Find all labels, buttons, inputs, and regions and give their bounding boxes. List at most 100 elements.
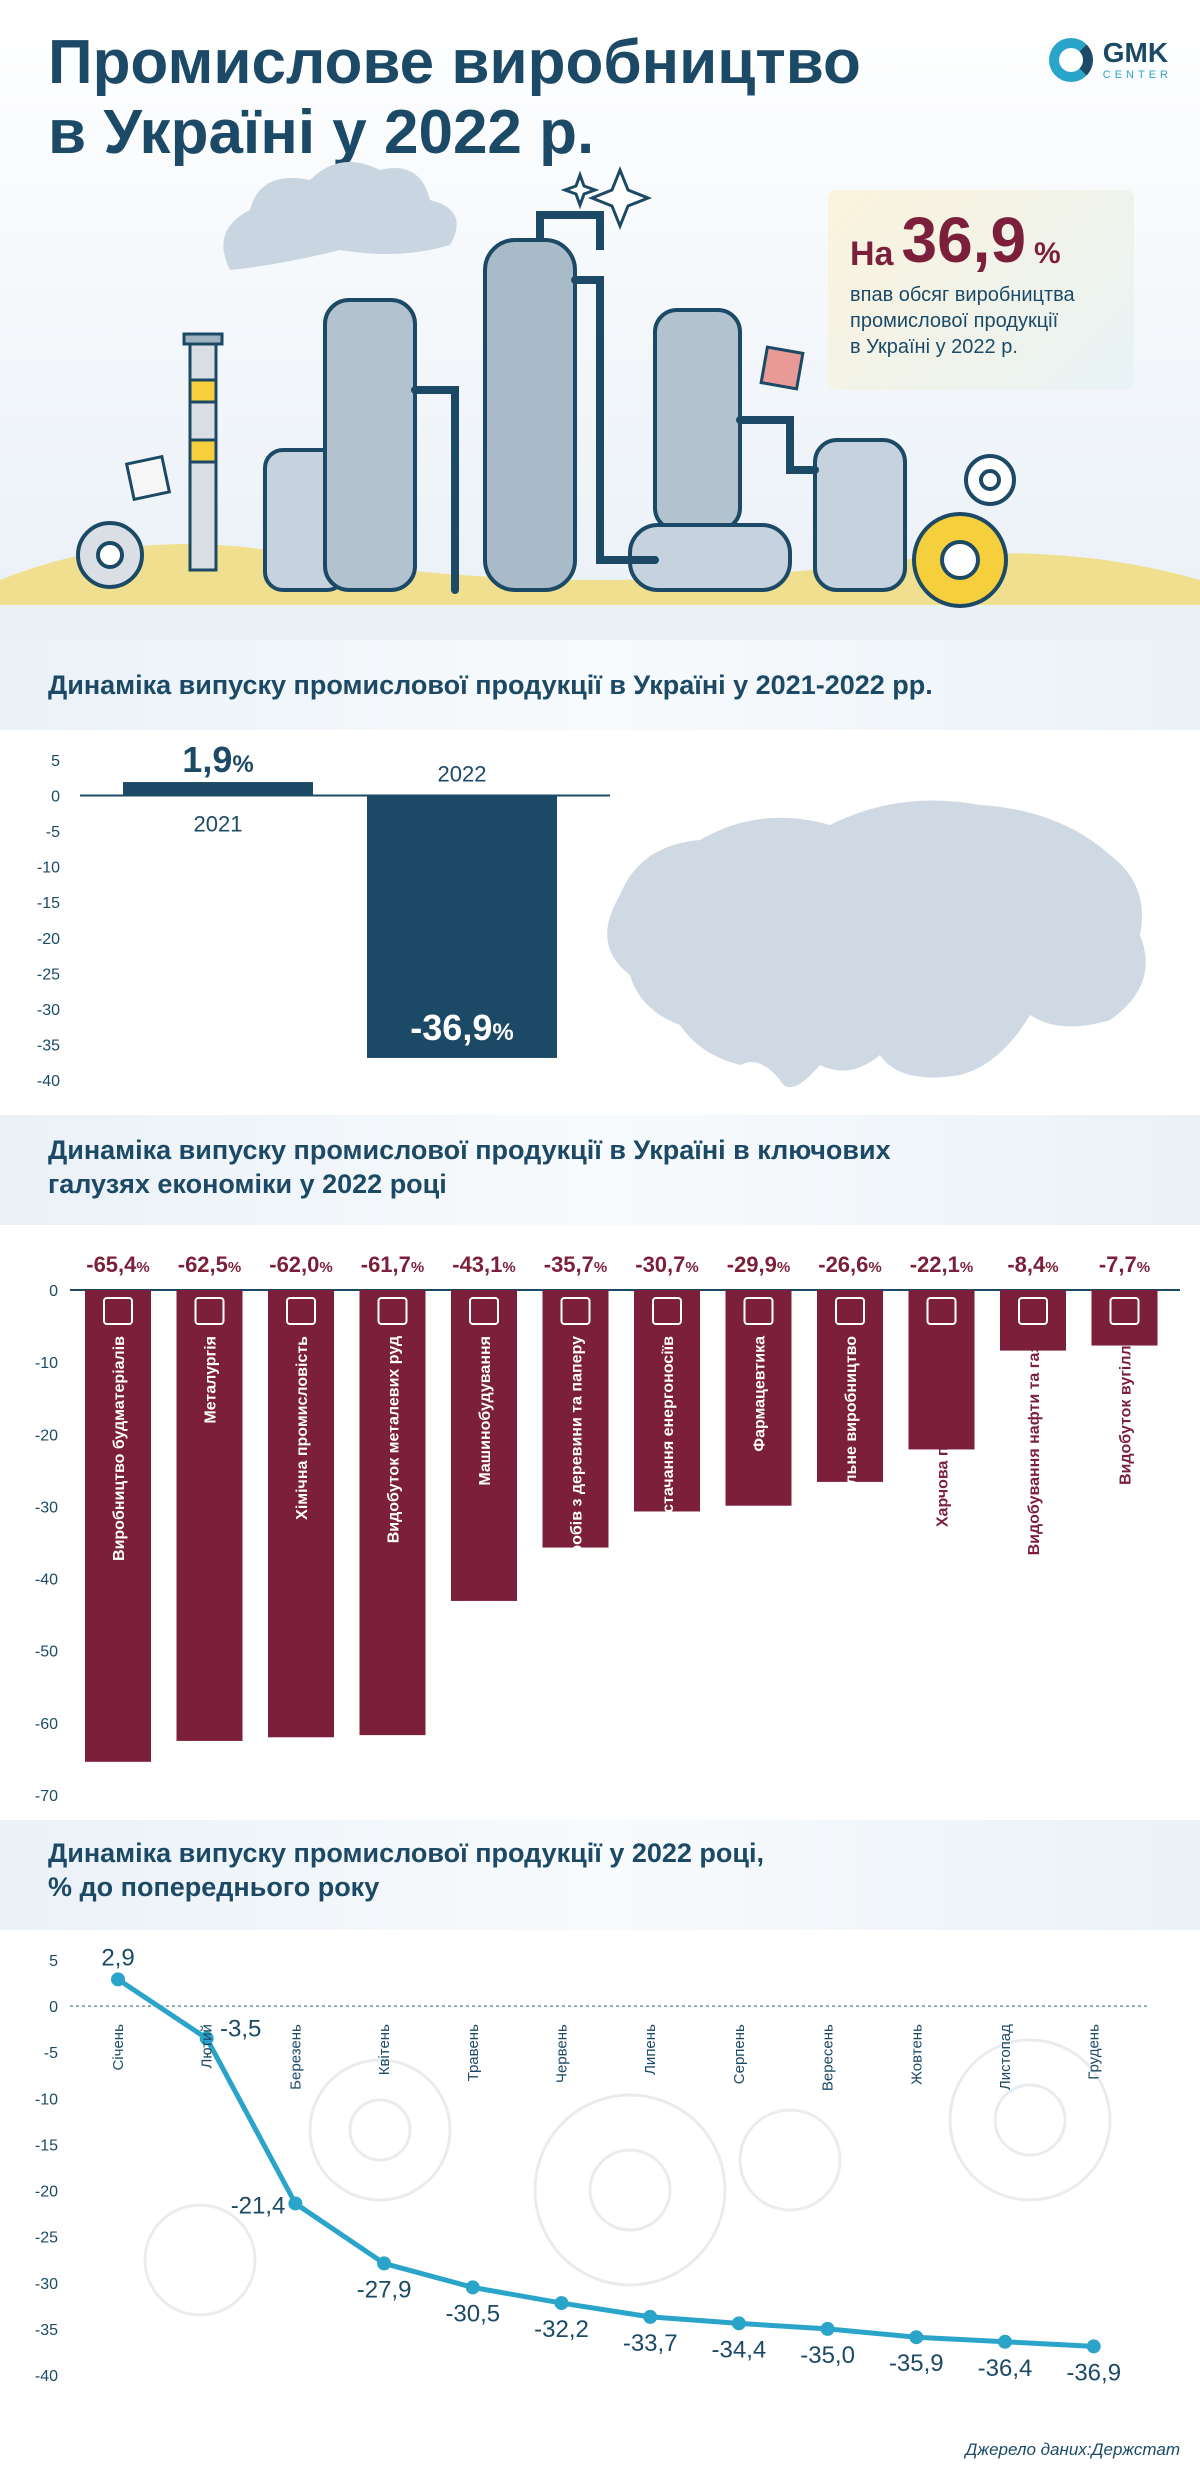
chimney-icon bbox=[182, 332, 224, 572]
data-label: -34,4 bbox=[712, 2336, 767, 2363]
sector-bar bbox=[359, 1290, 426, 1736]
y-tick-label: -35 bbox=[37, 1037, 60, 1054]
data-label: -36,4 bbox=[978, 2355, 1033, 2382]
x-tick-label: Липень bbox=[642, 2024, 659, 2075]
logo-text: GMK bbox=[1102, 37, 1169, 68]
category-label: 2022 bbox=[438, 762, 487, 787]
y-tick-label: -50 bbox=[35, 1644, 58, 1661]
tank-icon bbox=[263, 238, 907, 592]
y-tick-label: -30 bbox=[35, 1499, 58, 1516]
data-label: -35,0 bbox=[800, 2342, 855, 2369]
data-point bbox=[111, 1972, 125, 1987]
data-point bbox=[909, 2330, 924, 2345]
hero-section: Промислове виробництво в Україні у 2022 … bbox=[0, 0, 1200, 640]
gear-icon bbox=[76, 521, 144, 589]
x-tick-label: Лютий bbox=[199, 2024, 216, 2068]
data-point bbox=[465, 2280, 480, 2295]
callout-line-2: промислової продукції bbox=[850, 310, 1059, 332]
series-line bbox=[115, 1976, 1097, 2349]
x-tick-label: Грудень bbox=[1086, 2024, 1103, 2080]
y-tick-label: -15 bbox=[37, 895, 60, 912]
data-label: -7,7% bbox=[1099, 1252, 1150, 1277]
section-3-band bbox=[0, 1820, 1200, 1930]
chart-2-title: Динаміка випуску промислової продукції в… bbox=[48, 1135, 891, 1199]
x-tick-label: Жовтень bbox=[908, 2024, 925, 2085]
data-label: -32,2 bbox=[534, 2316, 589, 2343]
source-note: Джерело даних:Держстат bbox=[965, 2440, 1180, 2459]
y-tick-label: 0 bbox=[51, 789, 60, 806]
callout-line-1: впав обсяг виробництва bbox=[850, 284, 1075, 306]
sector-bar bbox=[176, 1290, 243, 1741]
data-label: -30,7% bbox=[635, 1252, 699, 1277]
category-label: Видобуток вугілля bbox=[1118, 1336, 1135, 1485]
sector-bar bbox=[542, 1290, 609, 1548]
bar-2022 bbox=[367, 795, 557, 1058]
data-point bbox=[998, 2334, 1012, 2349]
category-label: Виробництво будматеріалів bbox=[111, 1336, 128, 1561]
category-label: Виготовлення виробів з деревини та папер… bbox=[569, 1336, 586, 1691]
data-label: -22,1% bbox=[910, 1252, 974, 1277]
data-label: -26,6% bbox=[818, 1252, 882, 1277]
data-label: -62,0% bbox=[269, 1252, 333, 1277]
logo-ring-icon bbox=[1048, 38, 1093, 82]
monthly-output-chart: 5 0 -5 -10 -15 -20 -25 -30 -35 -40 Січень 2,9 Лютий… bbox=[35, 1944, 1150, 2386]
y-tick-label: -10 bbox=[35, 1355, 58, 1372]
section-1-band bbox=[0, 640, 1200, 730]
sparkle-icon bbox=[587, 165, 653, 231]
sector-bar bbox=[85, 1290, 151, 1762]
sector-icon bbox=[194, 1297, 225, 1325]
data-label: -36,9 bbox=[1066, 2359, 1121, 2386]
data-label: -33,7 bbox=[623, 2330, 678, 2357]
y-tick-label: -20 bbox=[35, 1427, 58, 1444]
category-label: Фармацевтика bbox=[752, 1336, 769, 1452]
data-label: -3,5 bbox=[220, 2015, 261, 2042]
page-title-line2: в Україні у 2022 р. bbox=[48, 98, 595, 167]
page-title: Промислове виробництво в Україні у 2022 … bbox=[48, 28, 861, 168]
chart-1-title: Динаміка випуску промислової продукції в… bbox=[48, 670, 933, 700]
callout-prefix: На bbox=[850, 235, 894, 273]
sector-icon bbox=[1018, 1297, 1048, 1325]
sector-bar bbox=[268, 1290, 334, 1738]
cube-icon bbox=[759, 345, 805, 391]
sector-bar bbox=[1000, 1290, 1066, 1351]
sector-icon bbox=[926, 1297, 957, 1325]
y-tick-label: -40 bbox=[35, 2368, 58, 2385]
category-label: Постачання енергоносіїв bbox=[660, 1336, 677, 1534]
data-point bbox=[288, 2196, 303, 2211]
y-tick-label: -15 bbox=[35, 2137, 58, 2154]
y-tick-label: -20 bbox=[35, 2184, 58, 2201]
category-label: Машинобудування bbox=[477, 1336, 494, 1486]
y-tick-label: -5 bbox=[44, 2045, 58, 2062]
gear-icon bbox=[912, 512, 1008, 608]
data-point bbox=[554, 2296, 569, 2311]
data-label: -27,9 bbox=[357, 2276, 412, 2303]
data-label: -61,7% bbox=[361, 1252, 425, 1277]
y-tick-label: -35 bbox=[35, 2322, 58, 2339]
data-point bbox=[820, 2321, 835, 2336]
sector-icon bbox=[469, 1297, 499, 1325]
annual-output-chart: 50-5-10-15-20-25-30-35-40 1,9%2021-36,9%… bbox=[37, 739, 1146, 1090]
y-tick-label: -5 bbox=[46, 824, 60, 841]
data-label: -35,9 bbox=[889, 2350, 944, 2377]
sector-bar bbox=[1091, 1290, 1158, 1346]
data-label: -65,4% bbox=[86, 1252, 150, 1277]
callout-line-3: в Україні у 2022 р. bbox=[850, 336, 1018, 358]
sector-icon bbox=[743, 1297, 774, 1325]
sector-icon bbox=[103, 1297, 133, 1325]
gear-icon bbox=[964, 454, 1016, 506]
data-label: -30,5 bbox=[445, 2300, 500, 2327]
data-label: -43,1% bbox=[452, 1252, 516, 1277]
callout-text: впав обсяг виробництва промислової проду… bbox=[850, 282, 1112, 360]
y-tick-label: 0 bbox=[49, 1283, 58, 1300]
sector-icon bbox=[652, 1297, 682, 1325]
sector-icon bbox=[560, 1297, 591, 1325]
headline-callout: На 36,9 % впав обсяг виробництва промисл… bbox=[828, 190, 1134, 390]
chart-3-subtitle: % до попереднього року bbox=[48, 1872, 380, 1902]
x-tick-label: Червень bbox=[554, 2024, 571, 2083]
sector-icon bbox=[1109, 1297, 1140, 1325]
category-label: 2021 bbox=[194, 812, 243, 837]
y-tick-label: -30 bbox=[37, 1002, 60, 1019]
data-point bbox=[1086, 2339, 1101, 2354]
gmk-logo: GMK CENTER bbox=[1048, 37, 1172, 82]
category-label: Хімічна промисловість bbox=[294, 1336, 311, 1520]
